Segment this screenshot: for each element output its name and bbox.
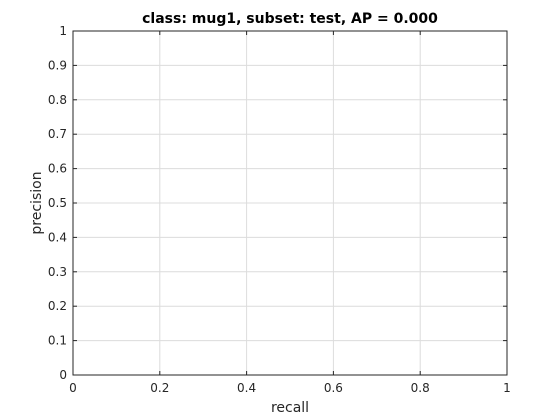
y-axis-label: precision xyxy=(29,171,45,234)
y-tick-label: 1 xyxy=(59,24,67,38)
y-tick-label: 0.6 xyxy=(48,162,67,176)
y-tick-label: 0.1 xyxy=(48,334,67,348)
axis-ticks: 0 0.2 0.4 0.6 0.8 1 0 0.1 0.2 0.3 0.4 0.5 0.6 0.7 0.8 0… xyxy=(48,24,511,395)
x-tick-label: 1 xyxy=(503,381,511,395)
y-tick-label: 0.4 xyxy=(48,230,67,244)
y-tick-label: 0.5 xyxy=(48,196,67,210)
x-tick-label: 0.6 xyxy=(324,381,343,395)
x-tick-label: 0.2 xyxy=(150,381,169,395)
x-tick-label: 0.8 xyxy=(411,381,430,395)
x-tick-label: 0 xyxy=(69,381,77,395)
y-tick-label: 0.7 xyxy=(48,127,67,141)
y-tick-label: 0.3 xyxy=(48,265,67,279)
y-tick-label: 0.2 xyxy=(48,299,67,313)
x-tick-label: 0.4 xyxy=(237,381,256,395)
y-tick-label: 0.9 xyxy=(48,58,67,72)
chart-title: class: mug1, subset: test, AP = 0.000 xyxy=(142,11,438,27)
y-tick-label: 0 xyxy=(59,368,67,382)
x-axis-label: recall xyxy=(271,400,309,416)
y-tick-label: 0.8 xyxy=(48,93,67,107)
grid xyxy=(72,30,508,376)
